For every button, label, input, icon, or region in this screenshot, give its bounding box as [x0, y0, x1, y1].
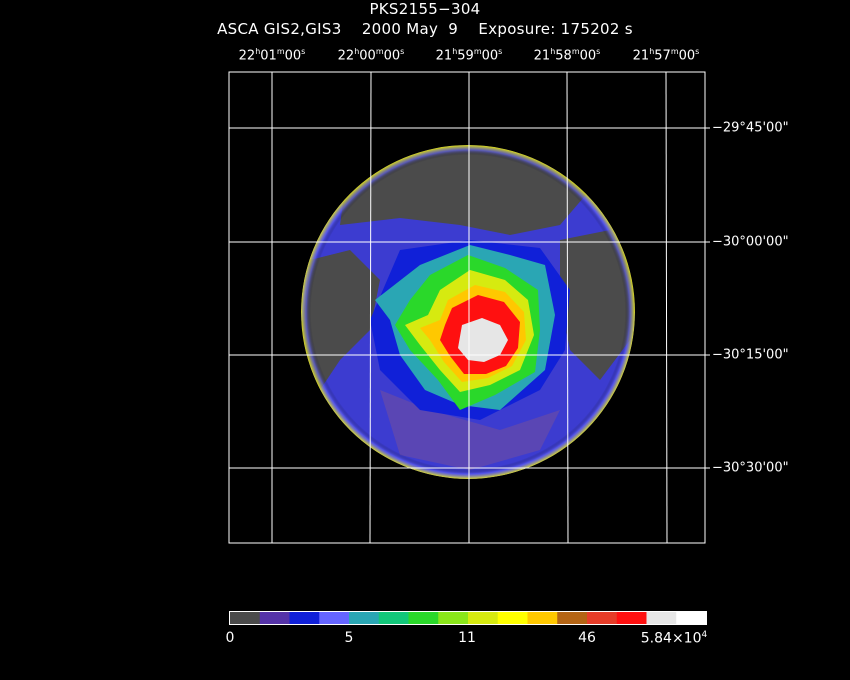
- ra-tick-label: 21h57m00s: [632, 47, 700, 64]
- colorbar-tick-label: 11: [458, 630, 476, 646]
- sky-image-plot: [228, 71, 710, 544]
- coordinate-grid: [229, 71, 705, 544]
- dec-tick-label: −29°45'00": [712, 120, 789, 136]
- dec-tick-label: −30°15'00": [712, 347, 789, 363]
- colorbar-max-label: 5.84×104: [640, 630, 708, 647]
- colorbar-swatch: [438, 612, 469, 624]
- colorbar-swatch: [616, 612, 647, 624]
- colorbar-swatch: [646, 612, 677, 624]
- color-scale-bar: [229, 611, 707, 625]
- colorbar-swatch: [259, 612, 290, 624]
- colorbar-tick-label: 46: [578, 630, 596, 646]
- ra-tick-label: 22h00m00s: [337, 47, 405, 64]
- dec-tick-label: −30°30'00": [712, 460, 789, 476]
- colorbar-swatch: [676, 612, 707, 624]
- colorbar-swatch: [468, 612, 499, 624]
- colorbar-swatch: [378, 612, 409, 624]
- dec-tick-label: −30°00'00": [712, 234, 789, 250]
- colorbar-swatch: [349, 612, 380, 624]
- colorbar-swatch: [587, 612, 618, 624]
- colorbar-swatch: [557, 612, 588, 624]
- colorbar-border: [229, 611, 707, 625]
- ra-tick-label: 22h01m00s: [238, 47, 306, 64]
- colorbar-swatch: [527, 612, 558, 624]
- image-title: PKS2155−304: [369, 0, 481, 18]
- colorbar-tick-label: 0: [225, 630, 235, 646]
- colorbar-swatch: [497, 612, 528, 624]
- colorbar-tick-label: 5: [344, 630, 354, 646]
- ra-tick-label: 21h58m00s: [533, 47, 601, 64]
- image-subtitle: ASCA GIS2,GIS3 2000 May 9 Exposure: 1752…: [217, 20, 633, 38]
- colorbar-swatch: [408, 612, 439, 624]
- colorbar-swatch: [230, 612, 261, 624]
- detector-image: [301, 145, 635, 479]
- colorbar-swatch: [319, 612, 350, 624]
- colorbar-swatch: [289, 612, 320, 624]
- ra-tick-label: 21h59m00s: [435, 47, 503, 64]
